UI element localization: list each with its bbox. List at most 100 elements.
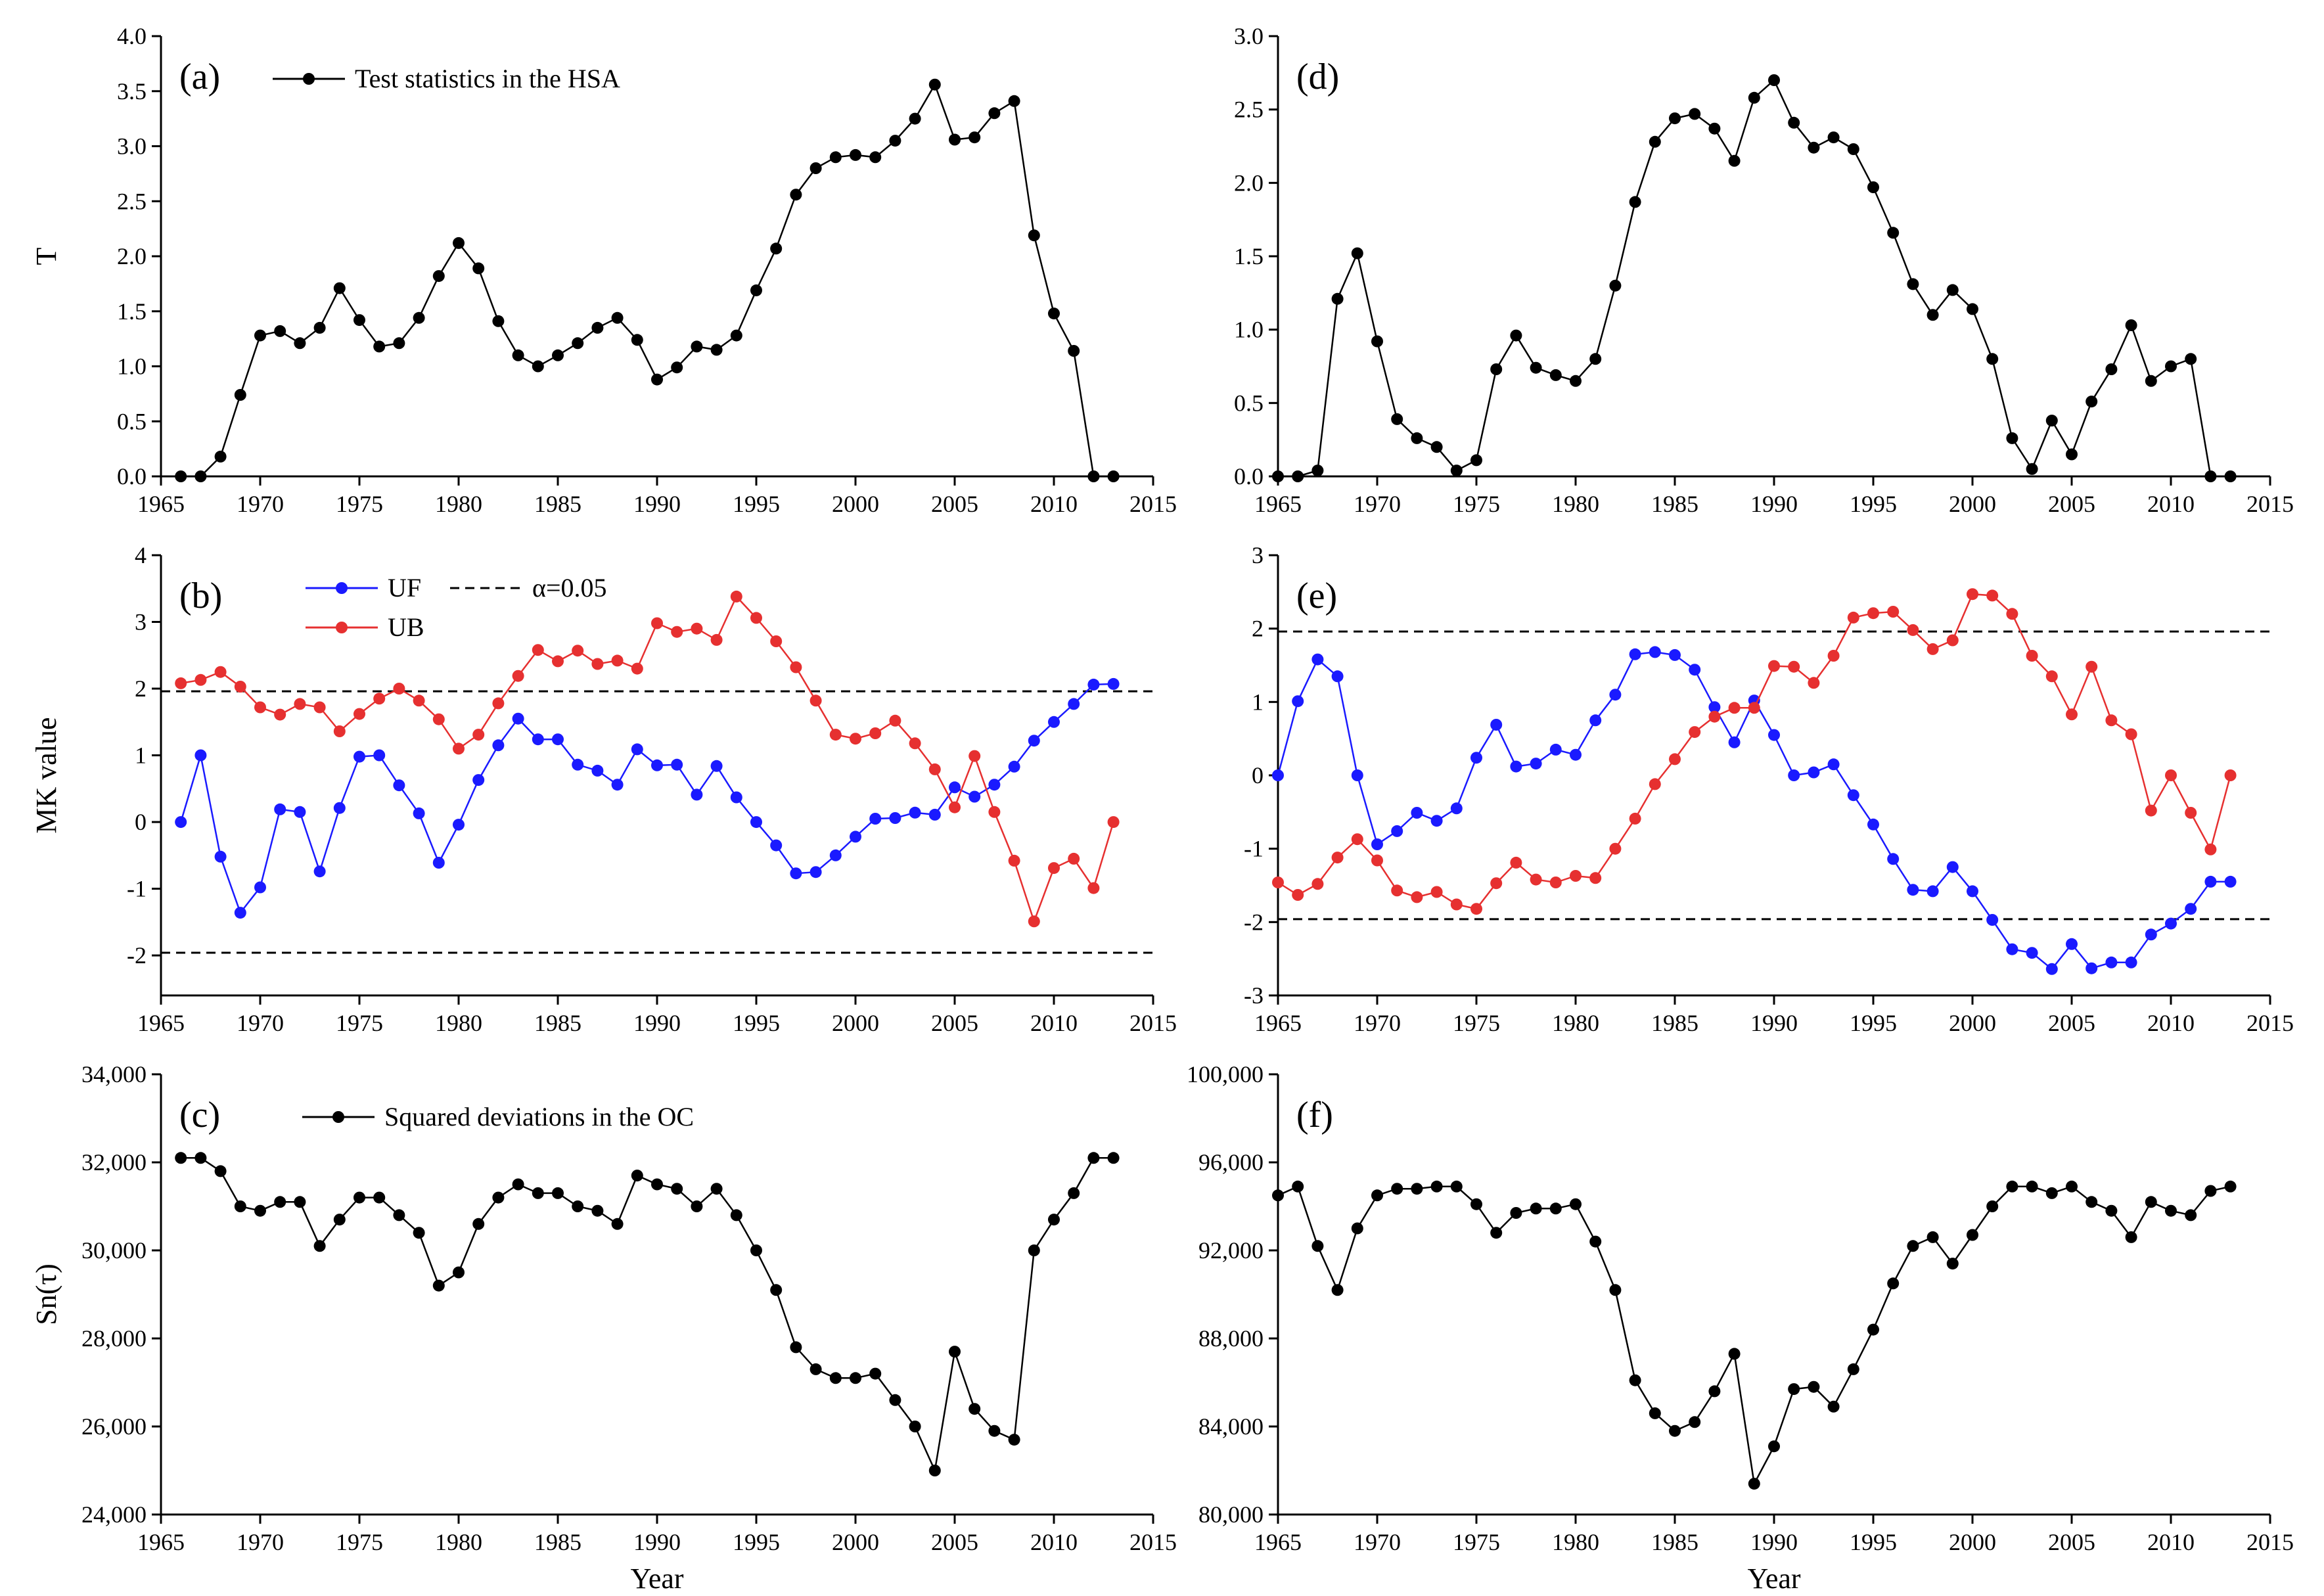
x-tick-label: 2000 — [832, 491, 879, 517]
legend-label: UB — [388, 612, 424, 642]
data-point — [1967, 588, 1978, 601]
data-point — [373, 340, 386, 353]
data-point — [1788, 769, 1800, 781]
data-point — [1847, 789, 1859, 802]
data-point — [1549, 877, 1562, 888]
x-tick-label: 2010 — [1030, 1010, 1078, 1036]
data-point — [1470, 1198, 1482, 1210]
data-point — [1068, 852, 1080, 865]
data-point — [1292, 695, 1304, 708]
x-tick-label: 2000 — [832, 1010, 879, 1036]
data-point — [453, 742, 465, 755]
data-point — [1967, 885, 1978, 898]
data-point — [691, 340, 703, 353]
x-tick-label: 1985 — [1651, 491, 1698, 517]
data-point — [829, 729, 842, 741]
legend-label: Squared deviations in the OC — [384, 1102, 694, 1131]
x-tick-label: 1995 — [1850, 1529, 1897, 1555]
y-tick-label: 2 — [135, 675, 147, 702]
data-point — [770, 1284, 783, 1296]
data-point — [393, 1209, 405, 1221]
y-axis-title: T — [30, 247, 62, 265]
x-tick-label: 1975 — [336, 1529, 383, 1555]
data-point — [1609, 842, 1622, 855]
data-point — [651, 759, 663, 771]
data-point — [809, 1363, 822, 1375]
data-point — [552, 349, 564, 361]
data-point — [1490, 363, 1503, 375]
data-point — [988, 806, 1001, 818]
data-point — [274, 803, 286, 815]
data-point — [1629, 648, 1641, 660]
x-tick-label: 2010 — [2147, 491, 2195, 517]
data-point — [1430, 886, 1443, 898]
data-point — [1292, 470, 1304, 482]
data-point — [373, 693, 386, 705]
data-point — [1887, 853, 1900, 865]
y-tick-label: 1 — [135, 742, 147, 769]
x-tick-label: 1995 — [1850, 1010, 1897, 1036]
data-point — [2204, 470, 2217, 482]
data-point — [393, 337, 405, 350]
data-point — [809, 162, 822, 174]
data-point — [850, 733, 861, 745]
data-point — [968, 131, 981, 144]
data-point — [2026, 650, 2038, 662]
data-point — [1986, 353, 1999, 365]
data-point — [770, 635, 783, 647]
data-point — [194, 1152, 207, 1164]
data-point — [1048, 1214, 1060, 1226]
data-point — [393, 683, 405, 695]
data-point — [750, 284, 762, 296]
x-axis-title: Year — [1747, 1562, 1800, 1595]
x-tick-label: 2015 — [2246, 1529, 2294, 1555]
data-point — [1272, 470, 1284, 482]
data-point — [1926, 885, 1939, 898]
data-point — [472, 1218, 485, 1230]
data-point — [234, 389, 246, 401]
data-point — [1510, 1207, 1522, 1219]
data-point — [889, 812, 901, 824]
data-point — [234, 1200, 246, 1212]
data-point — [1450, 898, 1463, 911]
data-point — [2125, 728, 2137, 741]
data-point — [313, 865, 326, 878]
data-point — [1748, 1478, 1760, 1490]
data-point — [214, 850, 227, 863]
y-tick-label: 1.0 — [1234, 317, 1264, 343]
data-point — [1331, 670, 1344, 683]
x-tick-label: 2010 — [1030, 491, 1078, 517]
y-tick-label: 4.0 — [117, 23, 147, 49]
panel-b: 1965 1970 1975 1980 1985 1990 1995 2000 2005 2010… — [30, 542, 1177, 1036]
panel-d: 1965 1970 1975 1980 1985 1990 1995 2000 2005 2010… — [1234, 23, 2294, 517]
data-point — [691, 788, 703, 801]
x-tick-label: 1990 — [1750, 491, 1798, 517]
data-point — [1087, 1152, 1100, 1164]
data-point — [532, 644, 544, 656]
data-point — [1867, 1323, 1879, 1336]
data-point — [829, 151, 842, 164]
data-point — [2006, 608, 2018, 620]
data-point — [313, 1240, 326, 1252]
data-point — [1391, 1183, 1403, 1195]
data-point — [1689, 1416, 1701, 1428]
y-tick-label: 34,000 — [81, 1061, 147, 1087]
data-point — [1311, 465, 1324, 477]
data-point — [1768, 660, 1780, 672]
data-point — [1867, 818, 1879, 831]
data-point — [2185, 807, 2197, 819]
data-point — [1808, 1380, 1820, 1393]
data-point — [611, 654, 624, 667]
data-point — [214, 1165, 227, 1177]
data-point — [2045, 1187, 2058, 1199]
data-point — [492, 739, 505, 752]
data-point — [889, 714, 901, 727]
x-tick-label: 1965 — [1254, 1529, 1302, 1555]
data-point — [1589, 714, 1602, 727]
y-tick-label: 24,000 — [81, 1501, 147, 1528]
data-point — [1649, 135, 1661, 148]
data-point — [1490, 719, 1503, 731]
data-point — [1470, 752, 1482, 764]
x-tick-label: 1975 — [336, 1010, 383, 1036]
